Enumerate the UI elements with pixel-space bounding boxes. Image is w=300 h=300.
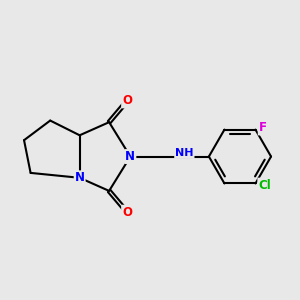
Text: O: O xyxy=(122,206,132,219)
Text: F: F xyxy=(259,122,267,134)
Text: NH: NH xyxy=(175,148,194,158)
Text: N: N xyxy=(75,171,85,184)
Text: O: O xyxy=(122,94,132,107)
Text: N: N xyxy=(125,150,135,163)
Text: Cl: Cl xyxy=(258,178,271,192)
